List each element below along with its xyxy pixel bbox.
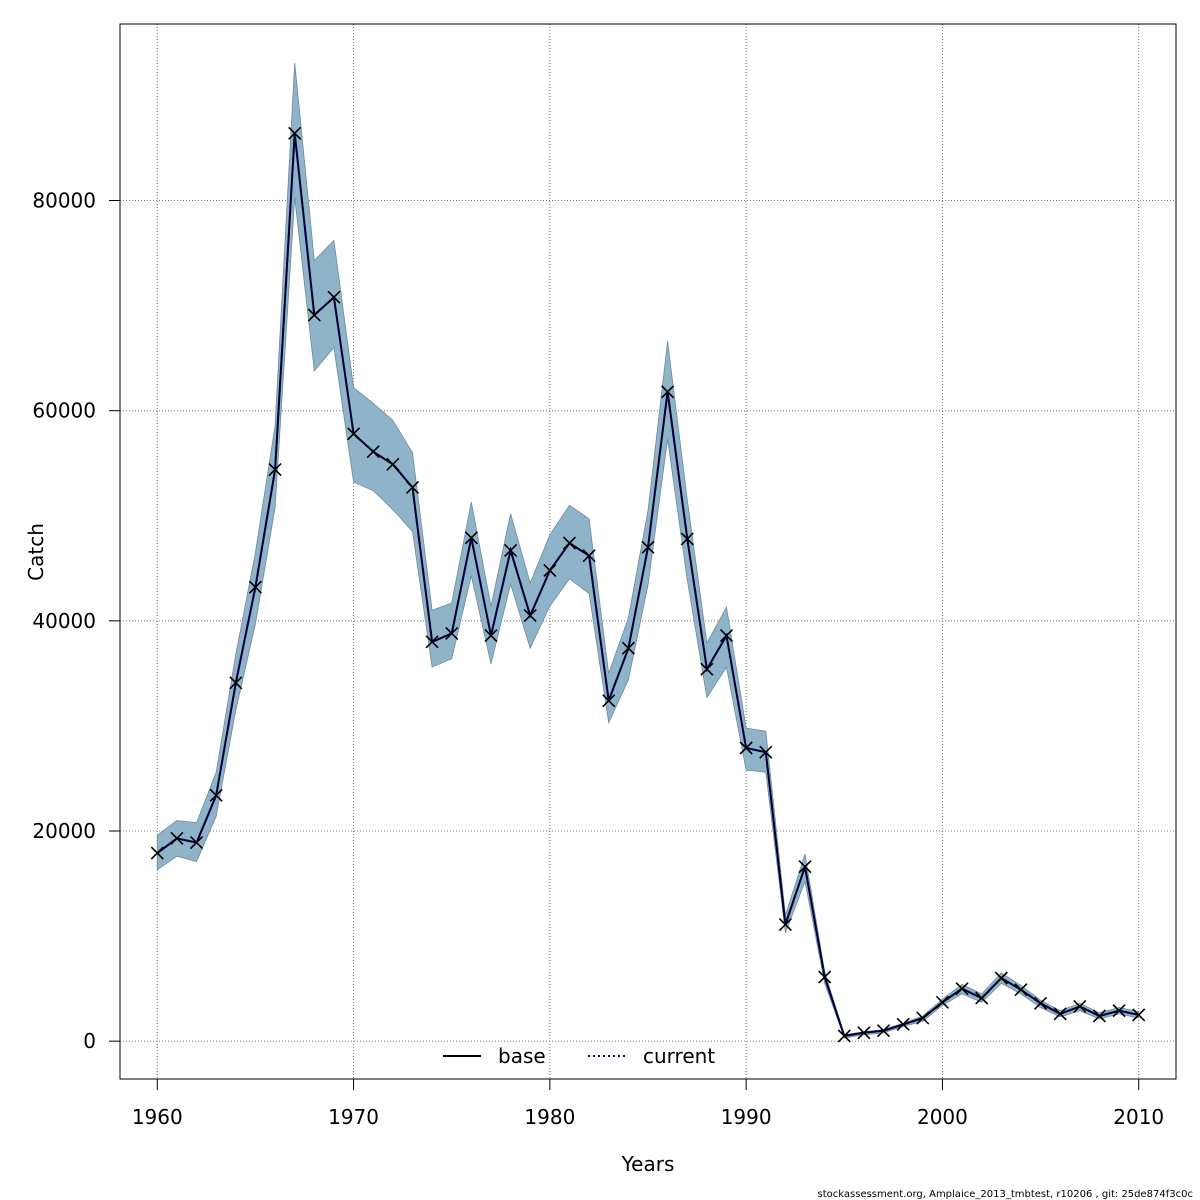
footer-note: stockassessment.org, Amplaice_2013_tmbte… bbox=[818, 1189, 1193, 1200]
y-tick-label: 80000 bbox=[32, 189, 96, 213]
observation-point bbox=[189, 836, 204, 850]
observation-point bbox=[209, 788, 223, 802]
grid bbox=[120, 24, 1176, 1079]
observation-point bbox=[288, 126, 302, 140]
observation-point bbox=[464, 531, 478, 545]
observation-point bbox=[268, 462, 282, 477]
observation-point bbox=[955, 982, 969, 996]
observation-point bbox=[425, 635, 439, 649]
legend-label-base: base bbox=[498, 1044, 546, 1068]
observation-point bbox=[876, 1024, 891, 1038]
observation-point bbox=[1112, 1004, 1126, 1018]
observation-point bbox=[975, 991, 989, 1005]
observation-point bbox=[700, 662, 714, 676]
observation-point bbox=[759, 745, 773, 759]
observation-point bbox=[1092, 1009, 1107, 1023]
observation-point bbox=[1053, 1007, 1067, 1021]
observation-point bbox=[523, 609, 537, 623]
observation-point bbox=[562, 536, 577, 550]
observation-point bbox=[896, 1017, 910, 1031]
observation-point bbox=[582, 549, 596, 563]
axes: 1960 1970 1980 1990 2000 2010 0 20000 40000 60000… bbox=[32, 189, 1164, 1129]
observation-point bbox=[543, 563, 557, 577]
observation-point bbox=[445, 626, 459, 641]
observation-point bbox=[778, 917, 792, 932]
y-axis-title: Catch bbox=[24, 523, 48, 581]
observation-point bbox=[1034, 996, 1048, 1010]
observation-point bbox=[641, 540, 655, 554]
observation-point bbox=[229, 676, 243, 690]
x-tick-label: 1960 bbox=[132, 1105, 183, 1129]
observation-point bbox=[935, 995, 949, 1009]
observation-point bbox=[602, 694, 616, 708]
observation-point bbox=[719, 628, 734, 643]
x-tick-label: 2010 bbox=[1113, 1105, 1164, 1129]
observation-point bbox=[484, 628, 498, 643]
observation-point bbox=[837, 1029, 851, 1043]
observation-point bbox=[150, 846, 164, 860]
observation-point bbox=[621, 641, 635, 655]
observation-point bbox=[170, 831, 184, 845]
series-line-current bbox=[156, 133, 1139, 1038]
observation-point bbox=[504, 543, 518, 558]
x-tick-label: 1980 bbox=[524, 1105, 575, 1129]
y-tick-label: 40000 bbox=[32, 609, 96, 633]
observation-point bbox=[680, 532, 694, 546]
observation-point bbox=[307, 308, 321, 322]
observation-point bbox=[405, 480, 420, 494]
y-tick-label: 60000 bbox=[32, 399, 96, 423]
observation-point bbox=[1132, 1008, 1146, 1022]
observation-point bbox=[327, 290, 341, 304]
observation-point bbox=[661, 385, 675, 399]
observation-point bbox=[994, 971, 1008, 985]
y-tick-label: 0 bbox=[83, 1029, 96, 1053]
observation-point bbox=[739, 741, 753, 755]
observation-point bbox=[1014, 983, 1028, 997]
observation-point bbox=[916, 1011, 930, 1025]
observation-point bbox=[818, 970, 832, 984]
legend: base current bbox=[443, 1044, 715, 1068]
observation-point bbox=[1073, 999, 1087, 1014]
legend-label-current: current bbox=[643, 1044, 715, 1068]
x-tick-label: 1990 bbox=[721, 1105, 772, 1129]
x-tick-label: 1970 bbox=[328, 1105, 379, 1129]
y-tick-label: 20000 bbox=[32, 819, 96, 843]
observation-point bbox=[366, 445, 380, 459]
point-marks bbox=[150, 126, 1146, 1043]
observation-point bbox=[798, 860, 812, 874]
x-tick-label: 2000 bbox=[917, 1105, 968, 1129]
observation-point bbox=[248, 580, 263, 594]
observation-point bbox=[857, 1026, 871, 1040]
x-axis-title: Years bbox=[621, 1152, 675, 1176]
observation-point bbox=[386, 457, 400, 471]
observation-point bbox=[347, 427, 361, 441]
